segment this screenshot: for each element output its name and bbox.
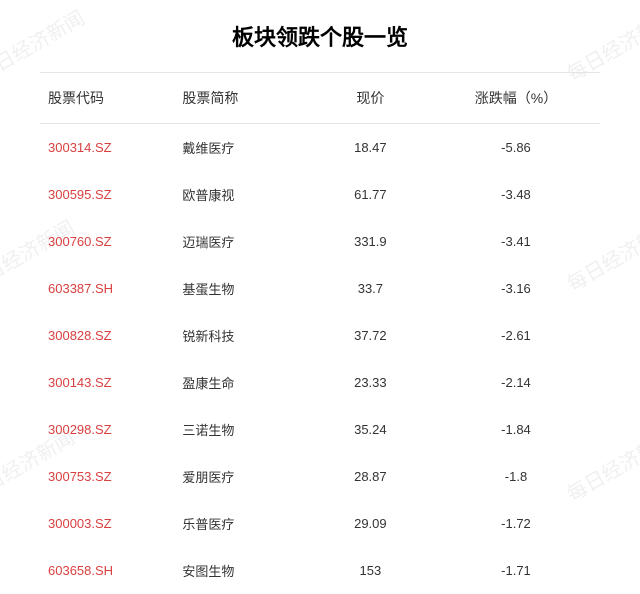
cell-code: 300003.SZ — [40, 500, 174, 547]
cell-change: -2.14 — [432, 359, 600, 406]
cell-price: 153 — [309, 547, 432, 594]
cell-change: -1.72 — [432, 500, 600, 547]
cell-code: 300760.SZ — [40, 218, 174, 265]
cell-name: 迈瑞医疗 — [174, 218, 308, 265]
cell-name: 爱朋医疗 — [174, 453, 308, 500]
table-row: 300760.SZ迈瑞医疗331.9-3.41 — [40, 218, 600, 265]
cell-code: 300314.SZ — [40, 124, 174, 172]
stock-table: 股票代码 股票简称 现价 涨跌幅（%） 300314.SZ戴维医疗18.47-5… — [40, 72, 600, 594]
col-change: 涨跌幅（%） — [432, 73, 600, 124]
table-row: 603658.SH安图生物153-1.71 — [40, 547, 600, 594]
cell-price: 33.7 — [309, 265, 432, 312]
cell-price: 35.24 — [309, 406, 432, 453]
cell-name: 锐新科技 — [174, 312, 308, 359]
table-row: 300753.SZ爱朋医疗28.87-1.8 — [40, 453, 600, 500]
cell-name: 欧普康视 — [174, 171, 308, 218]
cell-name: 盈康生命 — [174, 359, 308, 406]
cell-name: 三诺生物 — [174, 406, 308, 453]
cell-price: 29.09 — [309, 500, 432, 547]
table-row: 300298.SZ三诺生物35.24-1.84 — [40, 406, 600, 453]
table-row: 300828.SZ锐新科技37.72-2.61 — [40, 312, 600, 359]
cell-change: -1.84 — [432, 406, 600, 453]
col-code: 股票代码 — [40, 73, 174, 124]
cell-price: 18.47 — [309, 124, 432, 172]
cell-name: 安图生物 — [174, 547, 308, 594]
cell-price: 331.9 — [309, 218, 432, 265]
table-header-row: 股票代码 股票简称 现价 涨跌幅（%） — [40, 73, 600, 124]
cell-name: 基蛋生物 — [174, 265, 308, 312]
cell-code: 300143.SZ — [40, 359, 174, 406]
cell-code: 300753.SZ — [40, 453, 174, 500]
cell-code: 603387.SH — [40, 265, 174, 312]
cell-price: 28.87 — [309, 453, 432, 500]
table-row: 300595.SZ欧普康视61.77-3.48 — [40, 171, 600, 218]
cell-price: 23.33 — [309, 359, 432, 406]
table-row: 300314.SZ戴维医疗18.47-5.86 — [40, 124, 600, 172]
cell-name: 乐普医疗 — [174, 500, 308, 547]
cell-change: -1.8 — [432, 453, 600, 500]
table-row: 300143.SZ盈康生命23.33-2.14 — [40, 359, 600, 406]
cell-change: -5.86 — [432, 124, 600, 172]
cell-change: -1.71 — [432, 547, 600, 594]
table-row: 300003.SZ乐普医疗29.09-1.72 — [40, 500, 600, 547]
cell-change: -2.61 — [432, 312, 600, 359]
page-title: 板块领跌个股一览 — [40, 20, 600, 52]
cell-change: -3.16 — [432, 265, 600, 312]
cell-change: -3.48 — [432, 171, 600, 218]
col-name: 股票简称 — [174, 73, 308, 124]
table-row: 603387.SH基蛋生物33.7-3.16 — [40, 265, 600, 312]
cell-code: 300828.SZ — [40, 312, 174, 359]
cell-price: 37.72 — [309, 312, 432, 359]
cell-code: 603658.SH — [40, 547, 174, 594]
cell-code: 300595.SZ — [40, 171, 174, 218]
cell-name: 戴维医疗 — [174, 124, 308, 172]
cell-price: 61.77 — [309, 171, 432, 218]
col-price: 现价 — [309, 73, 432, 124]
cell-change: -3.41 — [432, 218, 600, 265]
cell-code: 300298.SZ — [40, 406, 174, 453]
